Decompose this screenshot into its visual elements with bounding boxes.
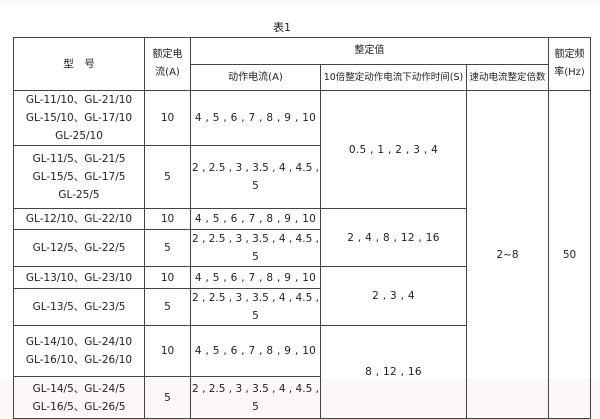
header-setting-value: 整定值 bbox=[190, 37, 549, 65]
rated-current-cell: 10 bbox=[144, 325, 191, 377]
table-row: GL-14/10、GL-24/10 GL-16/10、GL-26/10 10 4… bbox=[13, 325, 591, 419]
action-time-cell: 2 , 4 , 8 , 12 , 16 bbox=[320, 208, 467, 267]
table-row: GL-13/10、GL-23/10 10 4 , 5 , 6 , 7 , 8 ,… bbox=[13, 266, 591, 326]
model-cell: GL-12/10、GL-22/10 bbox=[13, 208, 145, 230]
model-cell: GL-14/10、GL-24/10 GL-16/10、GL-26/10 bbox=[13, 325, 145, 377]
action-current-cell: 2 , 2.5 , 3 , 3.5 , 4 , 4.5 , 5 bbox=[190, 376, 321, 419]
relay-spec-table: 型 号 额定电 流(A) 整定值 额定频 率(Hz) 动作电流(A) 10倍整定… bbox=[13, 37, 591, 419]
header-rated-frequency: 额定频 率(Hz) bbox=[548, 37, 591, 91]
model-cell: GL-14/5、GL-24/5 GL-16/5、GL-26/5 bbox=[13, 376, 145, 419]
rated-current-cell: 5 bbox=[144, 376, 191, 419]
quick-multiple-cell: 2~8 bbox=[466, 90, 549, 419]
rated-current-cell: 5 bbox=[144, 229, 191, 267]
model-cell: GL-12/5、GL-22/5 bbox=[13, 229, 145, 267]
table-row: GL-11/10、GL-21/10 GL-15/10、GL-17/10 GL-2… bbox=[13, 90, 591, 419]
action-time-cell: 2 , 3 , 4 bbox=[320, 266, 467, 326]
header-action-time: 10倍整定动作电流下动作时间(S) bbox=[320, 64, 467, 91]
rated-current-cell: 10 bbox=[144, 90, 191, 146]
rated-current-cell: 10 bbox=[144, 266, 191, 289]
rated-current-cell: 5 bbox=[144, 145, 191, 209]
rated-current-cell: 5 bbox=[144, 288, 191, 326]
header-rated-current: 额定电 流(A) bbox=[144, 37, 191, 91]
action-time-cell: 8 , 12 , 16 bbox=[320, 325, 467, 419]
action-current-cell: 4 , 5 , 6 , 7 , 8 , 9 , 10 bbox=[190, 90, 321, 146]
model-cell: GL-13/5、GL-23/5 bbox=[13, 288, 145, 326]
action-time-cell: 0.5 , 1 , 2 , 3 , 4 bbox=[320, 90, 467, 209]
header-quick-multiple: 速动电流整定倍数 bbox=[466, 64, 549, 91]
table-row: GL-13/5、GL-23/5 5 2 , 2.5 , 3 , 3.5 , 4 … bbox=[13, 288, 591, 326]
model-cell: GL-11/10、GL-21/10 GL-15/10、GL-17/10 GL-2… bbox=[13, 90, 145, 146]
rated-frequency-cell: 50 bbox=[548, 90, 591, 419]
action-current-cell: 2 , 2.5 , 3 , 3.5 , 4 , 4.5 , 5 bbox=[190, 229, 321, 267]
table-row: GL-12/5、GL-22/5 5 2 , 2.5 , 3 , 3.5 , 4 … bbox=[13, 229, 591, 267]
rated-current-cell: 10 bbox=[144, 208, 191, 230]
table-title: 表1 bbox=[273, 21, 291, 34]
model-cell: GL-13/10、GL-23/10 bbox=[13, 266, 145, 289]
action-current-cell: 4 , 5 , 6 , 7 , 8 , 9 , 10 bbox=[190, 208, 321, 230]
model-cell: GL-11/5、GL-21/5 GL-15/5、GL-17/5 GL-25/5 bbox=[13, 145, 145, 209]
action-current-cell: 4 , 5 , 6 , 7 , 8 , 9 , 10 bbox=[190, 266, 321, 289]
action-current-cell: 4 , 5 , 6 , 7 , 8 , 9 , 10 bbox=[190, 325, 321, 377]
header-model: 型 号 bbox=[13, 37, 145, 91]
action-current-cell: 2 , 2.5 , 3 , 3.5 , 4 , 4.5 , 5 bbox=[190, 288, 321, 326]
action-current-cell: 2 , 2.5 , 3 , 3.5 , 4 , 4.5 , 5 bbox=[190, 145, 321, 209]
table-row: GL-11/5、GL-21/5 GL-15/5、GL-17/5 GL-25/5 … bbox=[13, 145, 591, 209]
header-action-current: 动作电流(A) bbox=[190, 64, 321, 91]
